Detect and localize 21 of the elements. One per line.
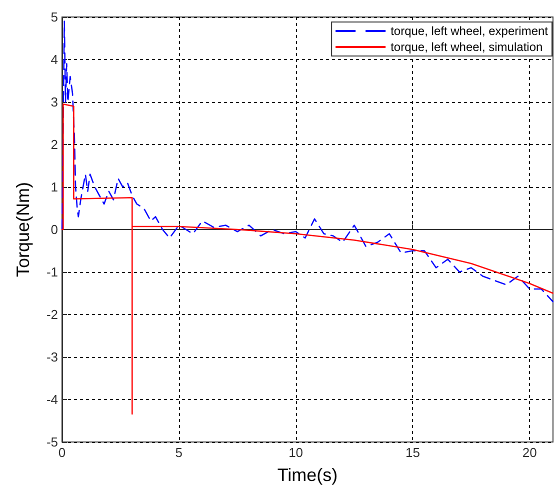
x-tick-label: 20 — [522, 445, 537, 460]
y-tick-label: 5 — [50, 10, 58, 24]
y-tick-label: 3 — [50, 94, 58, 110]
y-tick-label: 4 — [50, 52, 58, 67]
y-axis-title: Torque(Nm) — [13, 182, 33, 278]
y-tick-label: -4 — [46, 392, 58, 407]
y-tick-label: -2 — [46, 307, 58, 322]
y-tick-label: 1 — [50, 180, 58, 194]
y-tick-label: 2 — [50, 137, 58, 152]
legend-label: torque, left wheel, experiment — [390, 24, 549, 38]
x-tick-label: 15 — [405, 445, 420, 460]
y-tick-label: -5 — [46, 434, 58, 450]
line-series — [61, 20, 554, 302]
y-tick-label: 0 — [50, 222, 58, 237]
x-axis-title: Time(s) — [277, 465, 338, 485]
y-tick-label: -3 — [46, 350, 58, 364]
x-tick-label: 10 — [288, 445, 304, 460]
line-series — [61, 103, 554, 415]
y-tick-label: -1 — [46, 264, 58, 280]
legend-label: torque, left wheel, simulation — [390, 40, 543, 54]
x-tick-label: 5 — [175, 445, 183, 460]
